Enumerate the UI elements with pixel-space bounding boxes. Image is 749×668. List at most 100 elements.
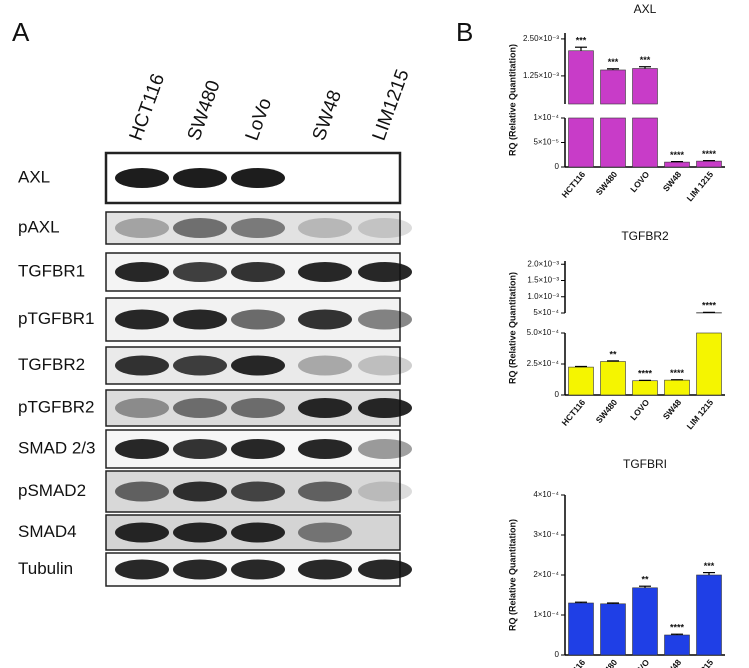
significance: ** xyxy=(609,349,617,359)
panel-letter: B xyxy=(456,17,473,47)
bar-charts: AXL RQ (Relative Quantitation) 0 5×10⁻⁵ 1×10… xyxy=(507,2,725,668)
significance: **** xyxy=(670,368,685,378)
band xyxy=(115,398,169,418)
band xyxy=(173,559,227,580)
band xyxy=(231,262,285,282)
bar xyxy=(664,379,690,396)
x-tick-label: LIM 1215 xyxy=(685,169,716,203)
band xyxy=(231,398,285,418)
y-tick-label: 1.0×10⁻³ xyxy=(527,292,559,301)
significance: **** xyxy=(702,301,717,311)
row-label: pAXL xyxy=(18,217,60,236)
column-label: SW480 xyxy=(184,78,225,144)
band xyxy=(358,309,412,330)
y-tick-label: 4×10⁻⁴ xyxy=(533,490,559,499)
bar xyxy=(632,587,658,656)
band xyxy=(173,262,227,282)
y-axis-label: RQ (Relative Quantitation) xyxy=(507,272,517,384)
x-tick-label: HCT116 xyxy=(560,657,588,668)
y-tick-label: 0 xyxy=(555,650,560,659)
band xyxy=(231,439,285,459)
band xyxy=(115,262,169,282)
y-tick-label: 2.0×10⁻³ xyxy=(527,259,559,268)
band xyxy=(298,218,352,238)
y-tick-label: 5×10⁻⁵ xyxy=(533,138,559,147)
band xyxy=(298,398,352,418)
y-tick-label: 1.25×10⁻³ xyxy=(523,71,559,80)
row-label: pTGFBR1 xyxy=(18,309,95,328)
band xyxy=(231,218,285,238)
x-tick-label: LIM 1215 xyxy=(685,657,716,668)
y-tick-label: 2.5×10⁻⁴ xyxy=(527,359,560,368)
band xyxy=(115,522,169,543)
significance: **** xyxy=(670,150,685,160)
y-tick-label: 1.5×10⁻³ xyxy=(527,276,559,285)
column-label: LIM1215 xyxy=(369,67,414,144)
bar xyxy=(568,117,594,168)
chart-title: TGFBR2 xyxy=(621,229,669,243)
band xyxy=(115,481,169,502)
band xyxy=(358,355,412,376)
band xyxy=(298,559,352,580)
band xyxy=(298,355,352,376)
x-tick-label: HCT116 xyxy=(560,169,588,200)
row-label: TGFBR1 xyxy=(18,261,85,280)
row-label: Tubulin xyxy=(18,559,73,578)
significance: ** xyxy=(641,575,649,585)
x-tick-label: HCT116 xyxy=(560,397,588,428)
band xyxy=(231,559,285,580)
band xyxy=(231,481,285,502)
band xyxy=(115,559,169,580)
significance: **** xyxy=(638,369,653,379)
chart-title: AXL xyxy=(634,2,657,16)
row-label: pSMAD2 xyxy=(18,481,86,500)
western-blot: HCT116 SW480 LoVo SW48 LIM1215 AXL pAXL TGFBR1 p… xyxy=(18,67,414,587)
y-tick-label: 2×10⁻⁴ xyxy=(533,570,559,579)
row-label: AXL xyxy=(18,167,50,186)
band xyxy=(231,168,285,188)
bar-upper xyxy=(632,68,658,105)
bar xyxy=(568,366,594,396)
row-label: pTGFBR2 xyxy=(18,397,95,416)
y-axis-label: RQ (Relative Quantitation) xyxy=(507,44,517,156)
band xyxy=(358,398,412,418)
y-tick-label: 5×10⁻⁴ xyxy=(533,308,559,317)
bar-upper xyxy=(600,69,626,105)
x-tick-label: SW48 xyxy=(661,657,684,668)
y-tick-label: 0 xyxy=(555,162,560,171)
band xyxy=(115,355,169,376)
bar-upper xyxy=(568,50,594,105)
band xyxy=(115,168,169,188)
y-tick-label: 5.0×10⁻⁴ xyxy=(527,328,560,337)
bar xyxy=(664,161,690,168)
significance: *** xyxy=(576,36,587,46)
band xyxy=(358,218,412,238)
band xyxy=(231,355,285,376)
y-tick-label: 2.50×10⁻³ xyxy=(523,34,559,43)
bar xyxy=(696,160,722,168)
band xyxy=(115,309,169,330)
y-tick-label: 0 xyxy=(555,390,560,399)
x-tick-label: LOVO xyxy=(628,397,651,422)
band xyxy=(298,522,352,543)
bar xyxy=(568,602,594,656)
band xyxy=(173,398,227,418)
band xyxy=(173,355,227,376)
bar xyxy=(632,117,658,168)
band xyxy=(358,262,412,282)
significance: **** xyxy=(670,623,685,633)
y-tick-label: 3×10⁻⁴ xyxy=(533,530,559,539)
bar xyxy=(600,603,626,656)
bar xyxy=(600,361,626,396)
significance: **** xyxy=(702,149,717,159)
row-label: SMAD 2/3 xyxy=(18,438,95,457)
band xyxy=(173,522,227,543)
x-tick-label: SW480 xyxy=(594,169,620,197)
x-tick-label: LOVO xyxy=(628,657,651,668)
column-label: LoVo xyxy=(242,96,277,144)
band xyxy=(298,262,352,282)
x-tick-label: SW480 xyxy=(594,397,620,425)
band xyxy=(358,439,412,459)
significance: *** xyxy=(608,57,619,67)
